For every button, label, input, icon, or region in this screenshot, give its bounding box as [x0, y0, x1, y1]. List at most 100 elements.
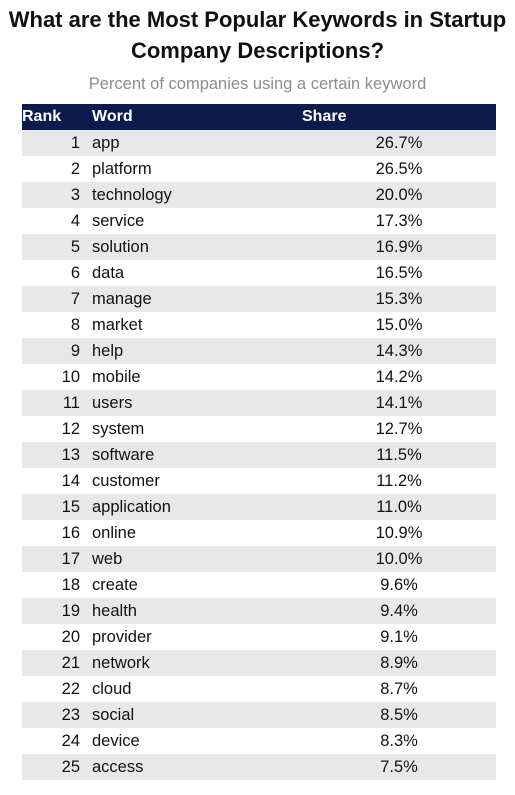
share-cell: 7.5%	[302, 754, 496, 780]
table-row: 10 mobile 14.2%	[22, 364, 496, 390]
column-header-rank: Rank	[22, 104, 92, 130]
rank-cell: 17	[22, 546, 92, 572]
word-cell: app	[92, 130, 302, 156]
table-row: 9 help 14.3%	[22, 338, 496, 364]
share-cell: 11.2%	[302, 468, 496, 494]
word-cell: system	[92, 416, 302, 442]
share-cell: 14.1%	[302, 390, 496, 416]
rank-cell: 21	[22, 650, 92, 676]
rank-cell: 20	[22, 624, 92, 650]
share-cell: 9.1%	[302, 624, 496, 650]
column-header-word: Word	[92, 104, 302, 130]
rank-cell: 2	[22, 156, 92, 182]
share-cell: 15.3%	[302, 286, 496, 312]
word-cell: users	[92, 390, 302, 416]
table-row: 7 manage 15.3%	[22, 286, 496, 312]
word-cell: provider	[92, 624, 302, 650]
word-cell: platform	[92, 156, 302, 182]
table-row: 2 platform 26.5%	[22, 156, 496, 182]
rank-cell: 1	[22, 130, 92, 156]
rank-cell: 22	[22, 676, 92, 702]
table-row: 20 provider 9.1%	[22, 624, 496, 650]
word-cell: data	[92, 260, 302, 286]
rank-cell: 16	[22, 520, 92, 546]
table-row: 21 network 8.9%	[22, 650, 496, 676]
rank-cell: 11	[22, 390, 92, 416]
share-cell: 8.5%	[302, 702, 496, 728]
table-row: 4 service 17.3%	[22, 208, 496, 234]
word-cell: mobile	[92, 364, 302, 390]
rank-cell: 19	[22, 598, 92, 624]
table-row: 16 online 10.9%	[22, 520, 496, 546]
share-cell: 10.0%	[302, 546, 496, 572]
share-cell: 8.9%	[302, 650, 496, 676]
word-cell: cloud	[92, 676, 302, 702]
keywords-table: Rank Word Share 1 app 26.7% 2 platform 26.5% 3…	[22, 104, 496, 780]
share-cell: 11.0%	[302, 494, 496, 520]
table-row: 18 create 9.6%	[22, 572, 496, 598]
share-cell: 26.7%	[302, 130, 496, 156]
share-cell: 16.5%	[302, 260, 496, 286]
table-row: 13 software 11.5%	[22, 442, 496, 468]
rank-cell: 14	[22, 468, 92, 494]
rank-cell: 3	[22, 182, 92, 208]
table-header: Rank Word Share	[22, 104, 496, 130]
table-row: 8 market 15.0%	[22, 312, 496, 338]
rank-cell: 6	[22, 260, 92, 286]
rank-cell: 25	[22, 754, 92, 780]
share-cell: 20.0%	[302, 182, 496, 208]
table-row: 6 data 16.5%	[22, 260, 496, 286]
share-cell: 9.4%	[302, 598, 496, 624]
rank-cell: 15	[22, 494, 92, 520]
word-cell: access	[92, 754, 302, 780]
rank-cell: 24	[22, 728, 92, 754]
word-cell: solution	[92, 234, 302, 260]
table-row: 12 system 12.7%	[22, 416, 496, 442]
table-row: 17 web 10.0%	[22, 546, 496, 572]
share-cell: 14.2%	[302, 364, 496, 390]
rank-cell: 8	[22, 312, 92, 338]
share-cell: 17.3%	[302, 208, 496, 234]
share-cell: 10.9%	[302, 520, 496, 546]
share-cell: 8.3%	[302, 728, 496, 754]
word-cell: software	[92, 442, 302, 468]
rank-cell: 9	[22, 338, 92, 364]
share-cell: 26.5%	[302, 156, 496, 182]
rank-cell: 7	[22, 286, 92, 312]
share-cell: 11.5%	[302, 442, 496, 468]
chart-title: What are the Most Popular Keywords in St…	[8, 7, 507, 63]
word-cell: create	[92, 572, 302, 598]
share-cell: 8.7%	[302, 676, 496, 702]
rank-cell: 12	[22, 416, 92, 442]
share-cell: 12.7%	[302, 416, 496, 442]
column-header-share: Share	[302, 104, 496, 130]
share-cell: 14.3%	[302, 338, 496, 364]
table-row: 22 cloud 8.7%	[22, 676, 496, 702]
table-row: 5 solution 16.9%	[22, 234, 496, 260]
table-row: 19 health 9.4%	[22, 598, 496, 624]
word-cell: service	[92, 208, 302, 234]
word-cell: health	[92, 598, 302, 624]
share-cell: 9.6%	[302, 572, 496, 598]
word-cell: network	[92, 650, 302, 676]
rank-cell: 18	[22, 572, 92, 598]
rank-cell: 5	[22, 234, 92, 260]
share-cell: 16.9%	[302, 234, 496, 260]
rank-cell: 13	[22, 442, 92, 468]
word-cell: device	[92, 728, 302, 754]
table-row: 3 technology 20.0%	[22, 182, 496, 208]
rank-cell: 10	[22, 364, 92, 390]
table-row: 15 application 11.0%	[22, 494, 496, 520]
table-row: 11 users 14.1%	[22, 390, 496, 416]
table-row: 23 social 8.5%	[22, 702, 496, 728]
word-cell: market	[92, 312, 302, 338]
table-row: 24 device 8.3%	[22, 728, 496, 754]
table-row: 1 app 26.7%	[22, 130, 496, 156]
word-cell: online	[92, 520, 302, 546]
chart-subtitle: Percent of companies using a certain key…	[88, 75, 427, 93]
word-cell: web	[92, 546, 302, 572]
rank-cell: 4	[22, 208, 92, 234]
header-row: Rank Word Share	[22, 104, 496, 130]
table-row: 25 access 7.5%	[22, 754, 496, 780]
word-cell: manage	[92, 286, 302, 312]
